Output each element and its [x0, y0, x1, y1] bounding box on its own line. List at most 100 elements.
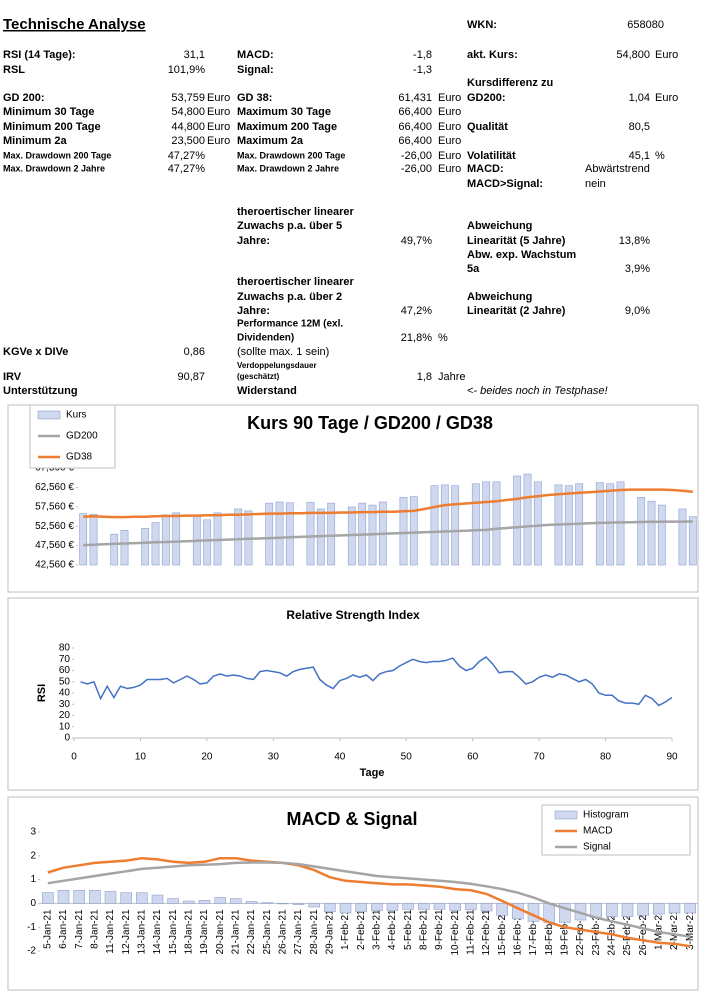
field-value: 45,1 — [629, 150, 650, 162]
field-label: MACD>Signal: — [467, 178, 543, 190]
field-label: Minimum 200 Tage — [3, 121, 101, 133]
field-label: MACD: — [467, 163, 504, 175]
chart-title: Relative Strength Index — [286, 608, 420, 622]
field-value: 31,1 — [184, 49, 205, 61]
bar — [451, 485, 460, 566]
bar — [465, 903, 477, 911]
field-label: IRV — [3, 371, 22, 383]
x-tick-label: 90 — [666, 752, 678, 763]
x-tick-label: 60 — [467, 752, 479, 763]
bar — [151, 894, 164, 904]
x-tick-label: 16-Feb-21 — [512, 909, 523, 956]
x-tick-label: 26-Feb-21 — [638, 909, 649, 956]
x-tick-label: 70 — [534, 752, 546, 763]
field-value: 0,86 — [184, 346, 205, 358]
field-label: Max. Drawdown 200 Tage — [237, 150, 345, 160]
bar — [471, 483, 480, 566]
bar — [285, 502, 294, 566]
field-value: 54,800 — [171, 106, 205, 118]
field-label: Linearität (2 Jahre) — [467, 305, 566, 317]
y-tick-label: 60 — [59, 665, 71, 676]
field-label: Performance 12M (exl. — [237, 319, 343, 330]
field-value: 80,5 — [629, 121, 650, 133]
y-tick-label: 52,560 € — [35, 521, 74, 532]
x-tick-label: 29-Jan-21 — [324, 909, 335, 954]
field-label: Abweichung — [467, 220, 532, 232]
x-tick-label: 8-Feb-21 — [418, 909, 429, 950]
y-tick-label: 10 — [59, 721, 71, 732]
field-value: 61,431 — [398, 92, 432, 104]
line — [83, 488, 693, 519]
x-tick-label: 24-Feb-21 — [606, 909, 617, 956]
field-label: Signal: — [237, 64, 274, 76]
legend-label: Signal — [583, 842, 611, 853]
bar — [684, 903, 696, 914]
bar — [73, 890, 85, 904]
field-value: 3,9% — [625, 263, 650, 275]
line — [83, 520, 693, 547]
bar — [678, 508, 687, 566]
wkn-value: 658080 — [627, 19, 664, 31]
field-label: Abweichung — [467, 291, 532, 303]
page-title: Technische Analyse — [3, 16, 146, 33]
bar — [409, 496, 418, 566]
x-tick-label: 1-Mar-21 — [653, 909, 664, 950]
bar — [492, 481, 501, 566]
field-label: Widerstand — [237, 385, 297, 397]
field-value: nein — [585, 178, 606, 190]
field-label: Maximum 2a — [237, 135, 304, 147]
x-tick-label: 15-Jan-21 — [168, 909, 179, 954]
bar — [79, 513, 88, 566]
field-label: GD 38: — [237, 92, 272, 104]
y-tick-label: -1 — [27, 922, 36, 933]
field-label: Qualität — [467, 121, 508, 133]
x-tick-label: 12-Jan-21 — [121, 909, 132, 954]
bar — [324, 903, 336, 913]
field-value: 1,04 — [629, 92, 650, 104]
field-value: 47,27% — [168, 163, 206, 175]
y-tick-label: 80 — [59, 643, 71, 654]
field-label: RSL — [3, 64, 25, 76]
x-tick-label: 9-Feb-21 — [434, 909, 445, 950]
bar — [120, 892, 132, 904]
bar — [151, 522, 160, 566]
field-value: -26,00 — [401, 150, 432, 162]
field-value: 66,400 — [398, 135, 432, 147]
bar — [523, 473, 532, 566]
field-value: Euro — [655, 49, 678, 61]
field-value: 9,0% — [625, 305, 650, 317]
bar — [42, 892, 54, 904]
y-tick-label: 57,560 € — [35, 501, 74, 512]
x-tick-label: 17-Feb-21 — [528, 909, 539, 956]
x-tick-label: 3-Feb-21 — [371, 909, 382, 950]
bar — [513, 475, 522, 566]
bar — [688, 516, 697, 566]
bar — [355, 903, 367, 913]
x-tick-label: 14-Jan-21 — [152, 909, 163, 954]
x-tick-label: 28-Jan-21 — [309, 909, 320, 954]
bar — [559, 903, 571, 923]
x-tick-label: 21-Jan-21 — [230, 909, 241, 954]
field-value: <- beides noch in Testphase! — [467, 385, 608, 397]
field-value: % — [655, 150, 665, 162]
field-value: 44,800 — [171, 121, 205, 133]
x-tick-label: 8-Jan-21 — [89, 909, 100, 949]
bar — [657, 504, 666, 566]
field-label: Max. Drawdown 2 Jahre — [3, 163, 105, 173]
legend-swatch — [554, 810, 578, 820]
field-label: Maximum 200 Tage — [237, 121, 337, 133]
chart-title: Kurs 90 Tage / GD200 / GD38 — [247, 413, 493, 433]
bar — [104, 891, 117, 904]
bar — [261, 902, 273, 904]
bar — [327, 502, 336, 566]
bar — [637, 497, 646, 566]
y-tick-label: -2 — [27, 946, 36, 957]
bar — [371, 903, 383, 911]
field-value: 47,27% — [168, 150, 206, 162]
field-label: theroertischer linearer — [237, 206, 354, 218]
bar — [386, 903, 399, 911]
bar — [647, 500, 656, 566]
bar — [141, 528, 150, 566]
bar — [275, 501, 284, 566]
x-tick-label: 2-Feb-21 — [356, 909, 367, 950]
